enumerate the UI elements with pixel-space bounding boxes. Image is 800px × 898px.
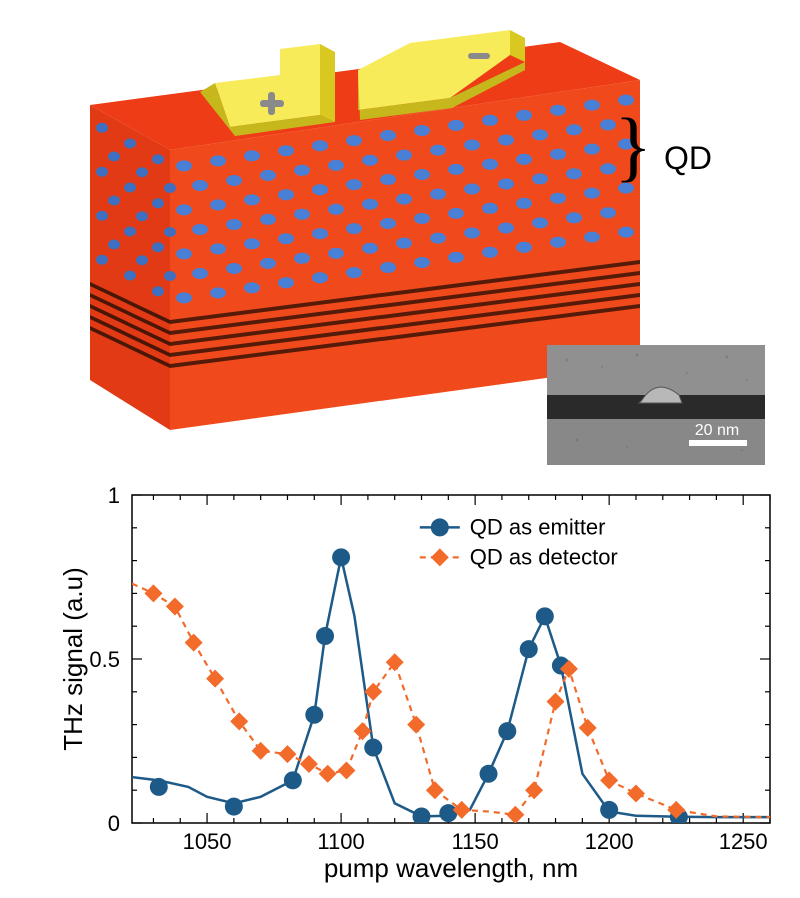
series-marker <box>386 653 404 671</box>
series-marker <box>230 712 248 730</box>
scale-bar-label: 20 nm <box>695 422 739 439</box>
chart-svg: 1050 1100 1150 1200 1250 0 0.5 1 pump wavelength… <box>60 485 780 885</box>
series-marker <box>439 804 457 822</box>
svg-text:1100: 1100 <box>317 829 364 854</box>
series-marker <box>536 607 554 625</box>
series-marker <box>319 765 337 783</box>
series-marker <box>426 781 444 799</box>
series-marker <box>547 693 565 711</box>
series-marker <box>332 548 350 566</box>
series-marker <box>206 670 224 688</box>
series-marker <box>278 745 296 763</box>
series-marker <box>316 627 334 645</box>
tem-inset: 20 nm <box>547 345 765 465</box>
svg-text:1150: 1150 <box>451 829 498 854</box>
series-line <box>132 557 770 817</box>
svg-text:0.5: 0.5 <box>89 647 120 672</box>
series-marker <box>364 739 382 757</box>
series-marker <box>506 806 524 824</box>
svg-text:1: 1 <box>108 485 120 508</box>
series-marker <box>144 584 162 602</box>
series-marker <box>252 742 270 760</box>
series-marker <box>150 778 168 796</box>
series-line <box>132 584 770 818</box>
series-marker <box>627 784 645 802</box>
series-marker <box>337 762 355 780</box>
series-marker <box>284 771 302 789</box>
series-marker <box>520 640 538 658</box>
y-axis-label: THz signal (a.u) <box>60 567 88 751</box>
series-marker <box>225 798 243 816</box>
svg-text:1200: 1200 <box>585 829 634 854</box>
series-marker <box>305 706 323 724</box>
series-marker <box>600 801 618 819</box>
thz-signal-chart: 1050 1100 1150 1200 1250 0 0.5 1 pump wavelength… <box>60 485 780 885</box>
series-marker <box>185 634 203 652</box>
series-marker <box>300 755 318 773</box>
series-marker <box>413 807 431 825</box>
series-marker <box>600 771 618 789</box>
x-axis-label: pump wavelength, nm <box>324 853 578 883</box>
legend-entry: QD as detector <box>470 544 618 569</box>
series-marker <box>166 598 184 616</box>
series-marker <box>498 722 516 740</box>
svg-text:1050: 1050 <box>183 829 232 854</box>
qd-brace: } <box>615 115 652 177</box>
series-marker <box>407 716 425 734</box>
series-marker <box>579 719 597 737</box>
legend-entry: QD as emitter <box>470 514 606 539</box>
box-left <box>90 105 170 430</box>
svg-text:1250: 1250 <box>719 829 768 854</box>
qd-label: QD <box>664 140 712 177</box>
series-marker <box>525 781 543 799</box>
svg-text:0: 0 <box>108 811 120 836</box>
series-marker <box>480 765 498 783</box>
